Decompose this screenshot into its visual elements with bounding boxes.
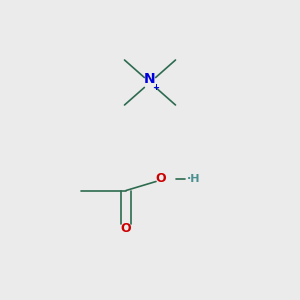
Text: O: O (155, 172, 166, 185)
Text: N: N (144, 72, 156, 86)
Text: ·H: ·H (187, 173, 200, 184)
Text: O: O (121, 221, 131, 235)
Text: +: + (152, 83, 159, 92)
